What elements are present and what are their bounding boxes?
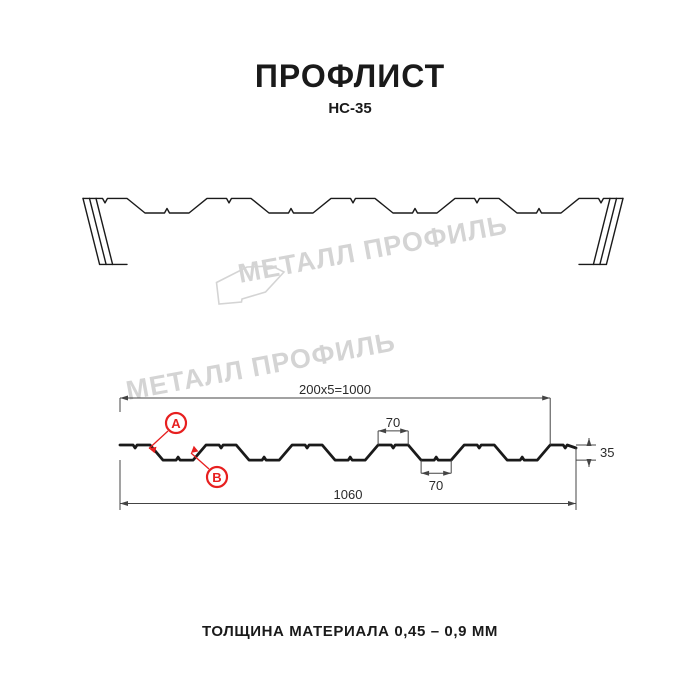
svg-text:B: B <box>212 470 221 485</box>
svg-text:200x5=1000: 200x5=1000 <box>299 382 371 397</box>
svg-text:70: 70 <box>429 478 443 493</box>
svg-text:1060: 1060 <box>334 487 363 502</box>
svg-text:35: 35 <box>600 445 614 460</box>
svg-text:A: A <box>171 416 181 431</box>
svg-text:МЕТАЛЛ ПРОФИЛЬ: МЕТАЛЛ ПРОФИЛЬ <box>236 210 510 289</box>
svg-text:70: 70 <box>386 415 400 430</box>
